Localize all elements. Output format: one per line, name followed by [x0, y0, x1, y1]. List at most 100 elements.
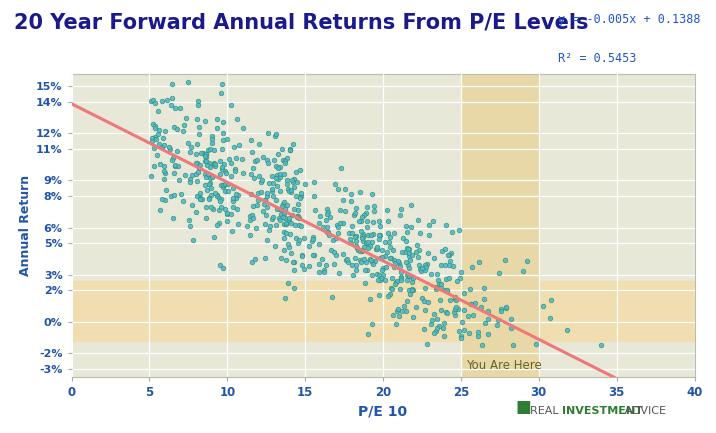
Text: INVESTMENT: INVESTMENT: [562, 406, 643, 416]
Point: [158, 176, 170, 183]
Point: [382, 292, 394, 299]
Point: [432, 324, 443, 331]
Point: [387, 312, 399, 319]
Point: [355, 259, 367, 265]
Point: [366, 271, 377, 278]
Point: [282, 279, 294, 286]
Point: [464, 285, 475, 292]
Point: [401, 297, 412, 304]
Point: [405, 223, 416, 230]
Point: [362, 244, 374, 251]
Point: [386, 286, 397, 293]
Point: [278, 214, 289, 221]
Point: [279, 199, 290, 206]
Point: [371, 243, 382, 250]
Point: [398, 302, 410, 309]
Point: [284, 244, 295, 251]
Point: [316, 255, 327, 262]
Point: [221, 211, 233, 218]
Point: [169, 163, 180, 170]
Point: [360, 239, 372, 246]
Point: [146, 138, 158, 145]
Point: [288, 178, 299, 185]
Point: [194, 162, 205, 169]
Point: [343, 229, 354, 236]
Point: [367, 320, 378, 327]
Point: [351, 245, 362, 252]
Point: [367, 230, 379, 237]
Point: [440, 276, 452, 283]
Point: [271, 182, 283, 189]
Point: [270, 175, 281, 182]
Point: [300, 181, 311, 188]
Point: [285, 250, 296, 257]
Point: [262, 129, 274, 136]
Point: [453, 328, 465, 335]
Point: [193, 165, 205, 171]
Point: [373, 231, 384, 238]
Point: [185, 222, 196, 229]
Point: [283, 187, 294, 194]
Point: [261, 237, 273, 244]
Point: [215, 197, 226, 204]
Point: [259, 254, 271, 261]
Point: [369, 208, 380, 215]
Point: [445, 250, 457, 257]
Point: [308, 233, 319, 240]
Point: [345, 239, 357, 246]
Point: [402, 272, 413, 279]
Point: [279, 234, 290, 241]
Point: [359, 279, 371, 286]
Point: [332, 223, 344, 230]
Point: [258, 200, 270, 207]
Point: [387, 275, 398, 281]
Point: [349, 254, 360, 261]
Point: [253, 173, 265, 180]
Point: [369, 202, 380, 209]
Point: [402, 229, 413, 236]
Point: [165, 101, 176, 108]
Point: [405, 272, 416, 279]
Point: [400, 237, 411, 244]
Point: [237, 169, 248, 176]
Point: [337, 219, 349, 226]
Point: [200, 157, 212, 164]
Point: [350, 267, 362, 274]
Point: [428, 311, 440, 318]
Point: [261, 193, 273, 200]
Point: [332, 186, 344, 193]
Point: [420, 284, 431, 291]
Point: [253, 141, 265, 148]
Point: [444, 252, 455, 259]
Point: [342, 258, 354, 265]
Point: [387, 247, 399, 254]
Point: [349, 210, 361, 217]
Point: [428, 255, 440, 262]
Point: [296, 193, 307, 200]
Point: [307, 236, 319, 242]
Point: [286, 211, 298, 218]
Point: [194, 190, 205, 197]
Point: [204, 195, 216, 202]
Point: [270, 222, 281, 229]
Point: [269, 243, 281, 250]
Point: [245, 136, 256, 143]
Point: [407, 285, 418, 292]
Point: [261, 212, 272, 219]
Point: [403, 272, 415, 279]
Point: [434, 281, 445, 288]
Point: [248, 214, 259, 221]
Point: [482, 307, 493, 314]
Point: [178, 122, 190, 129]
Point: [294, 222, 305, 229]
Point: [465, 300, 477, 307]
Text: REAL: REAL: [530, 406, 562, 416]
Point: [203, 170, 214, 177]
Point: [318, 269, 329, 276]
Point: [405, 291, 416, 297]
Point: [296, 261, 308, 268]
Point: [246, 259, 258, 266]
Point: [321, 229, 332, 236]
Point: [219, 181, 231, 188]
Point: [413, 262, 425, 268]
